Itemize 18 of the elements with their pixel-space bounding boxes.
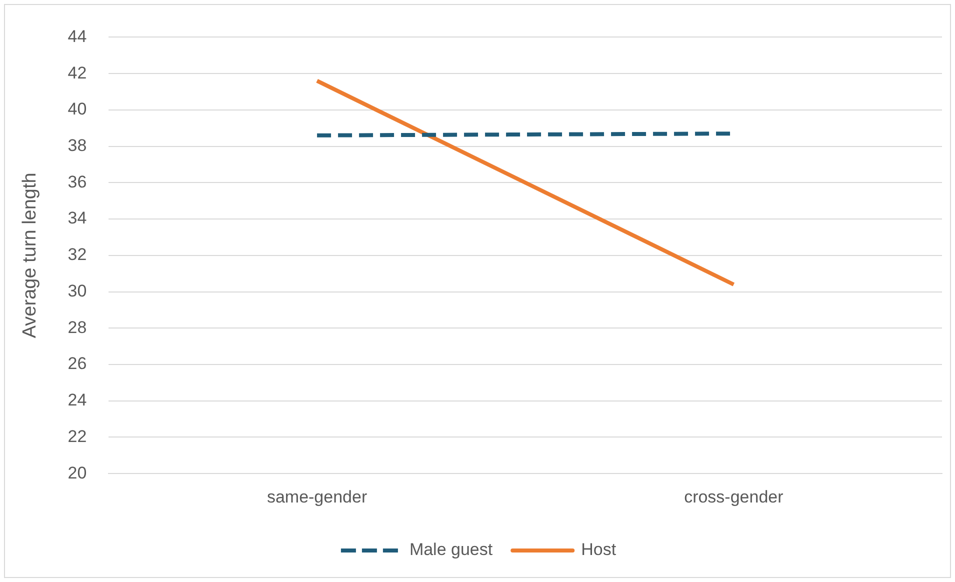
legend-label: Male guest [409,540,493,560]
y-tick-label: 40 [68,100,87,119]
x-tick-label: cross-gender [684,487,784,506]
y-tick-label: 32 [68,245,87,264]
y-tick-label: 26 [68,354,87,374]
legend-label: Host [581,540,616,560]
y-tick-label: 38 [68,136,87,155]
y-tick-label: 20 [68,463,87,482]
y-tick-label: 36 [68,172,87,192]
y-tick-label: 34 [68,208,87,228]
x-tick-label: same-gender [266,487,368,506]
y-tick-label: 22 [68,426,87,446]
y-tick-label: 42 [68,63,87,82]
y-tick-label: 28 [68,318,87,337]
y-axis-title: Average turn length [20,172,41,338]
y-tick-label: 24 [68,390,87,410]
y-tick-label: 30 [68,281,87,300]
y-tick-label: 44 [68,26,87,46]
